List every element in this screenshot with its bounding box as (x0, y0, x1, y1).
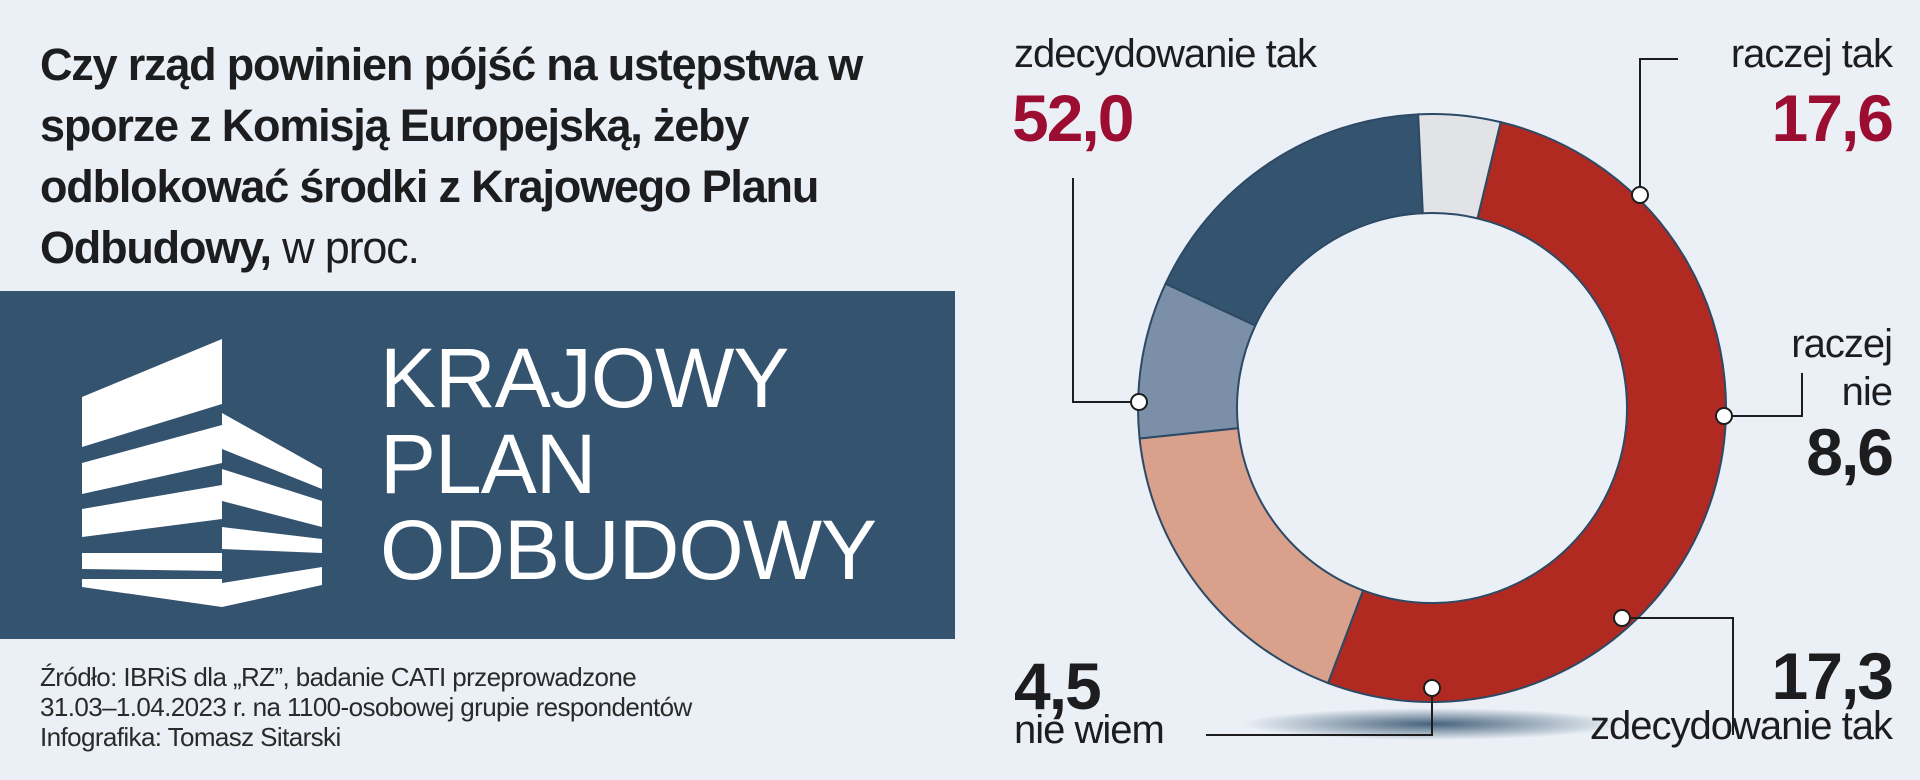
donut-slice-4 (1417, 113, 1502, 220)
label-raczej-nie-2: nie (1841, 370, 1893, 414)
kpo-banner: KRAJOWY PLAN ODBUDOWY (0, 291, 955, 639)
leader-dot (1613, 609, 1631, 627)
donut-slice-3 (1164, 113, 1424, 327)
leader-line (1072, 178, 1139, 403)
leader-dot (1130, 393, 1148, 411)
banner-line: ODBUDOWY (380, 503, 877, 597)
donut-slice-0 (1326, 120, 1727, 703)
label-zdecydowanie-nie: zdecydowanie tak (1590, 704, 1893, 748)
leader-line (1639, 58, 1678, 195)
source-line: 31.03–1.04.2023 r. na 1100-osobowej grup… (40, 692, 692, 722)
banner-line: KRAJOWY (380, 331, 789, 425)
leader-line (1724, 373, 1803, 417)
source-line: Źródło: IBRiS dla „RZ”, badanie CATI prz… (40, 662, 637, 692)
credit-line: Infografika: Tomasz Sitarski (40, 722, 341, 752)
leader-dot (1423, 679, 1441, 697)
banner-line: PLAN (380, 417, 596, 511)
value-raczej-tak: 17,6 (1771, 81, 1894, 155)
banner-title: KRAJOWY PLAN ODBUDOWY (380, 331, 877, 597)
value-raczej-nie: 8,6 (1806, 415, 1894, 489)
value-zdecydowanie-tak: 52,0 (1012, 81, 1134, 155)
value-zdecydowanie-nie: 17,3 (1771, 639, 1894, 713)
donut-slice-1 (1138, 427, 1365, 685)
chart-title: Czy rząd powinien pójść na ustępstwa w s… (40, 34, 970, 278)
label-zdecydowanie-tak: zdecydowanie tak (1014, 32, 1317, 76)
label-raczej-tak: raczej tak (1730, 32, 1893, 76)
leader-line (1622, 617, 1734, 735)
value-nie-wiem: 4,5 (1014, 649, 1102, 723)
leader-dot (1715, 407, 1733, 425)
title-unit: w proc. (270, 222, 420, 273)
source-note: Źródło: IBRiS dla „RZ”, badanie CATI prz… (40, 662, 692, 752)
building-logo-icon (82, 339, 322, 607)
label-nie-wiem: nie wiem (1014, 708, 1165, 752)
label-raczej-nie-1: raczej (1791, 322, 1893, 366)
leader-line (1206, 688, 1433, 736)
title-question: Czy rząd powinien pójść na ustępstwa w s… (40, 39, 863, 273)
leader-dot (1631, 186, 1649, 204)
